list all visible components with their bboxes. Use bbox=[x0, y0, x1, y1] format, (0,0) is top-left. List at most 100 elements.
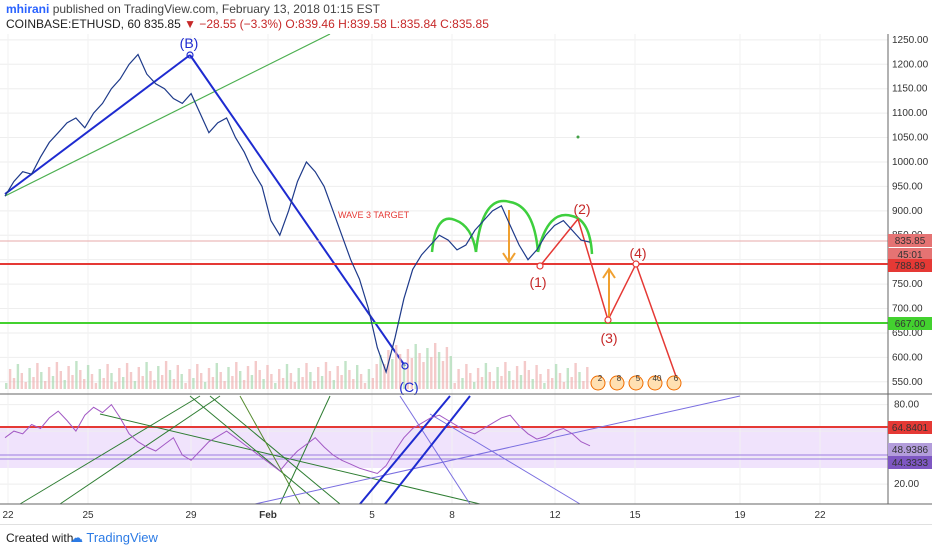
volume-bar bbox=[348, 370, 351, 389]
rsi-drawings bbox=[0, 395, 888, 505]
time-tick-label: Feb bbox=[259, 510, 277, 521]
price-tick-label: 650.00 bbox=[892, 328, 923, 339]
volume-bar bbox=[239, 371, 242, 389]
chart-area[interactable]: (B) (C) WAVE 3 TARGET (1) (2) (3) (4) 2 8… bbox=[0, 34, 932, 524]
tag-rsi-lower: 44.3333 bbox=[892, 458, 929, 469]
time-tick-label: 5 bbox=[369, 510, 375, 521]
volume-bar bbox=[227, 367, 230, 389]
volume-bars bbox=[5, 343, 589, 389]
volume-bar bbox=[161, 375, 164, 389]
volume-bar bbox=[258, 370, 261, 389]
chart-header: mhirani published on TradingView.com, Fe… bbox=[0, 0, 932, 34]
time-tick-label: 22 bbox=[2, 510, 14, 521]
volume-bar bbox=[578, 372, 581, 389]
symbol-info: COINBASE:ETHUSD, 60 835.85 ▼ −28.55 (−3.… bbox=[6, 17, 489, 31]
volume-bar bbox=[402, 363, 406, 389]
volume-bar bbox=[129, 372, 133, 389]
volume-bar bbox=[332, 380, 335, 389]
volume-bar bbox=[414, 344, 417, 389]
volume-bar bbox=[457, 369, 460, 389]
volume-bar bbox=[20, 373, 23, 389]
volume-bar bbox=[114, 382, 117, 389]
volume-bar bbox=[219, 372, 222, 389]
volume-bar bbox=[336, 366, 339, 389]
tradingview-logo[interactable]: ☁ TradingView bbox=[70, 530, 158, 546]
volume-bar bbox=[317, 367, 320, 389]
volume-bar bbox=[254, 361, 257, 389]
volume-bar bbox=[242, 380, 246, 389]
volume-bar bbox=[250, 375, 254, 389]
volume-bar bbox=[352, 379, 355, 389]
volume-bar bbox=[71, 375, 74, 389]
volume-bar bbox=[391, 359, 394, 389]
publish-info: mhirani published on TradingView.com, Fe… bbox=[6, 2, 380, 16]
volume-bar bbox=[313, 381, 316, 389]
volume-bar bbox=[67, 366, 70, 389]
volume-bar bbox=[153, 380, 156, 389]
author-name[interactable]: mhirani bbox=[6, 2, 50, 16]
time-axis[interactable]: 22 25 29 Feb 5 8 12 15 19 22 bbox=[2, 510, 826, 521]
volume-bar bbox=[473, 382, 476, 389]
volume-bar bbox=[547, 369, 550, 389]
footer-bar: Created with ☁ TradingView bbox=[0, 524, 932, 550]
volume-bar bbox=[387, 350, 390, 389]
volume-bar bbox=[293, 382, 296, 389]
volume-bar bbox=[461, 378, 464, 389]
volume-bar bbox=[16, 364, 20, 389]
price-tick-label: 1000.00 bbox=[892, 157, 929, 168]
volume-bar bbox=[480, 377, 484, 389]
volume-bar bbox=[79, 370, 82, 389]
event-flag-icon[interactable] bbox=[590, 375, 606, 391]
time-tick-label: 19 bbox=[734, 510, 746, 521]
volume-bar bbox=[469, 373, 472, 389]
volume-bar bbox=[270, 374, 273, 389]
time-tick-label: 15 bbox=[629, 510, 641, 521]
volume-bar bbox=[496, 367, 499, 389]
volume-bar bbox=[328, 371, 332, 389]
tag-rsi-value: 48.9386 bbox=[892, 445, 929, 456]
wave-a-line bbox=[4, 54, 191, 195]
volume-bar bbox=[301, 377, 304, 389]
label-wave-b: (B) bbox=[180, 35, 199, 51]
event-flag-icon[interactable] bbox=[628, 375, 644, 391]
volume-bar bbox=[488, 372, 491, 389]
volume-bar bbox=[285, 364, 289, 389]
label-wave-4: (4) bbox=[629, 245, 646, 261]
event-flag-icon[interactable] bbox=[647, 375, 663, 391]
event-flag-icon[interactable] bbox=[666, 375, 682, 391]
event-count: 5 bbox=[636, 374, 641, 383]
price-panel-bg bbox=[0, 34, 888, 394]
volume-bar bbox=[172, 379, 176, 389]
grid-lines bbox=[0, 34, 888, 504]
volume-bar bbox=[375, 364, 378, 389]
volume-bar bbox=[141, 376, 144, 389]
event-count: 40 bbox=[653, 374, 662, 383]
right-shoulder-arc bbox=[536, 213, 594, 255]
volume-bar bbox=[203, 382, 207, 389]
volume-bar bbox=[196, 364, 199, 389]
volume-bar bbox=[512, 380, 515, 389]
volume-bar bbox=[543, 383, 546, 389]
volume-bar bbox=[223, 381, 226, 389]
price-tick-label: 700.00 bbox=[892, 304, 923, 315]
event-flag-icon[interactable] bbox=[609, 375, 625, 391]
uptrend-channel-line bbox=[4, 34, 331, 197]
volume-bar bbox=[531, 379, 534, 389]
volume-bar bbox=[309, 372, 312, 389]
price-change: ▼ −28.55 (−3.3%) bbox=[184, 17, 283, 31]
volume-bar bbox=[535, 365, 538, 389]
volume-bar bbox=[246, 366, 250, 389]
price-tick-label: 900.00 bbox=[892, 206, 923, 217]
volume-bar bbox=[137, 367, 140, 389]
published-text: published on TradingView.com, February 1… bbox=[52, 2, 381, 16]
volume-bar bbox=[125, 363, 129, 389]
volume-bar bbox=[418, 353, 421, 389]
volume-bar bbox=[133, 381, 137, 389]
last-price: 835.85 bbox=[144, 17, 181, 31]
volume-bar bbox=[289, 373, 293, 389]
created-with-text: Created with bbox=[6, 531, 74, 545]
volume-bar bbox=[441, 361, 445, 389]
economic-event-icons[interactable]: 2 8 5 40 6 bbox=[590, 374, 682, 391]
volume-bar bbox=[434, 343, 437, 389]
rsi-series-line bbox=[4, 403, 591, 475]
